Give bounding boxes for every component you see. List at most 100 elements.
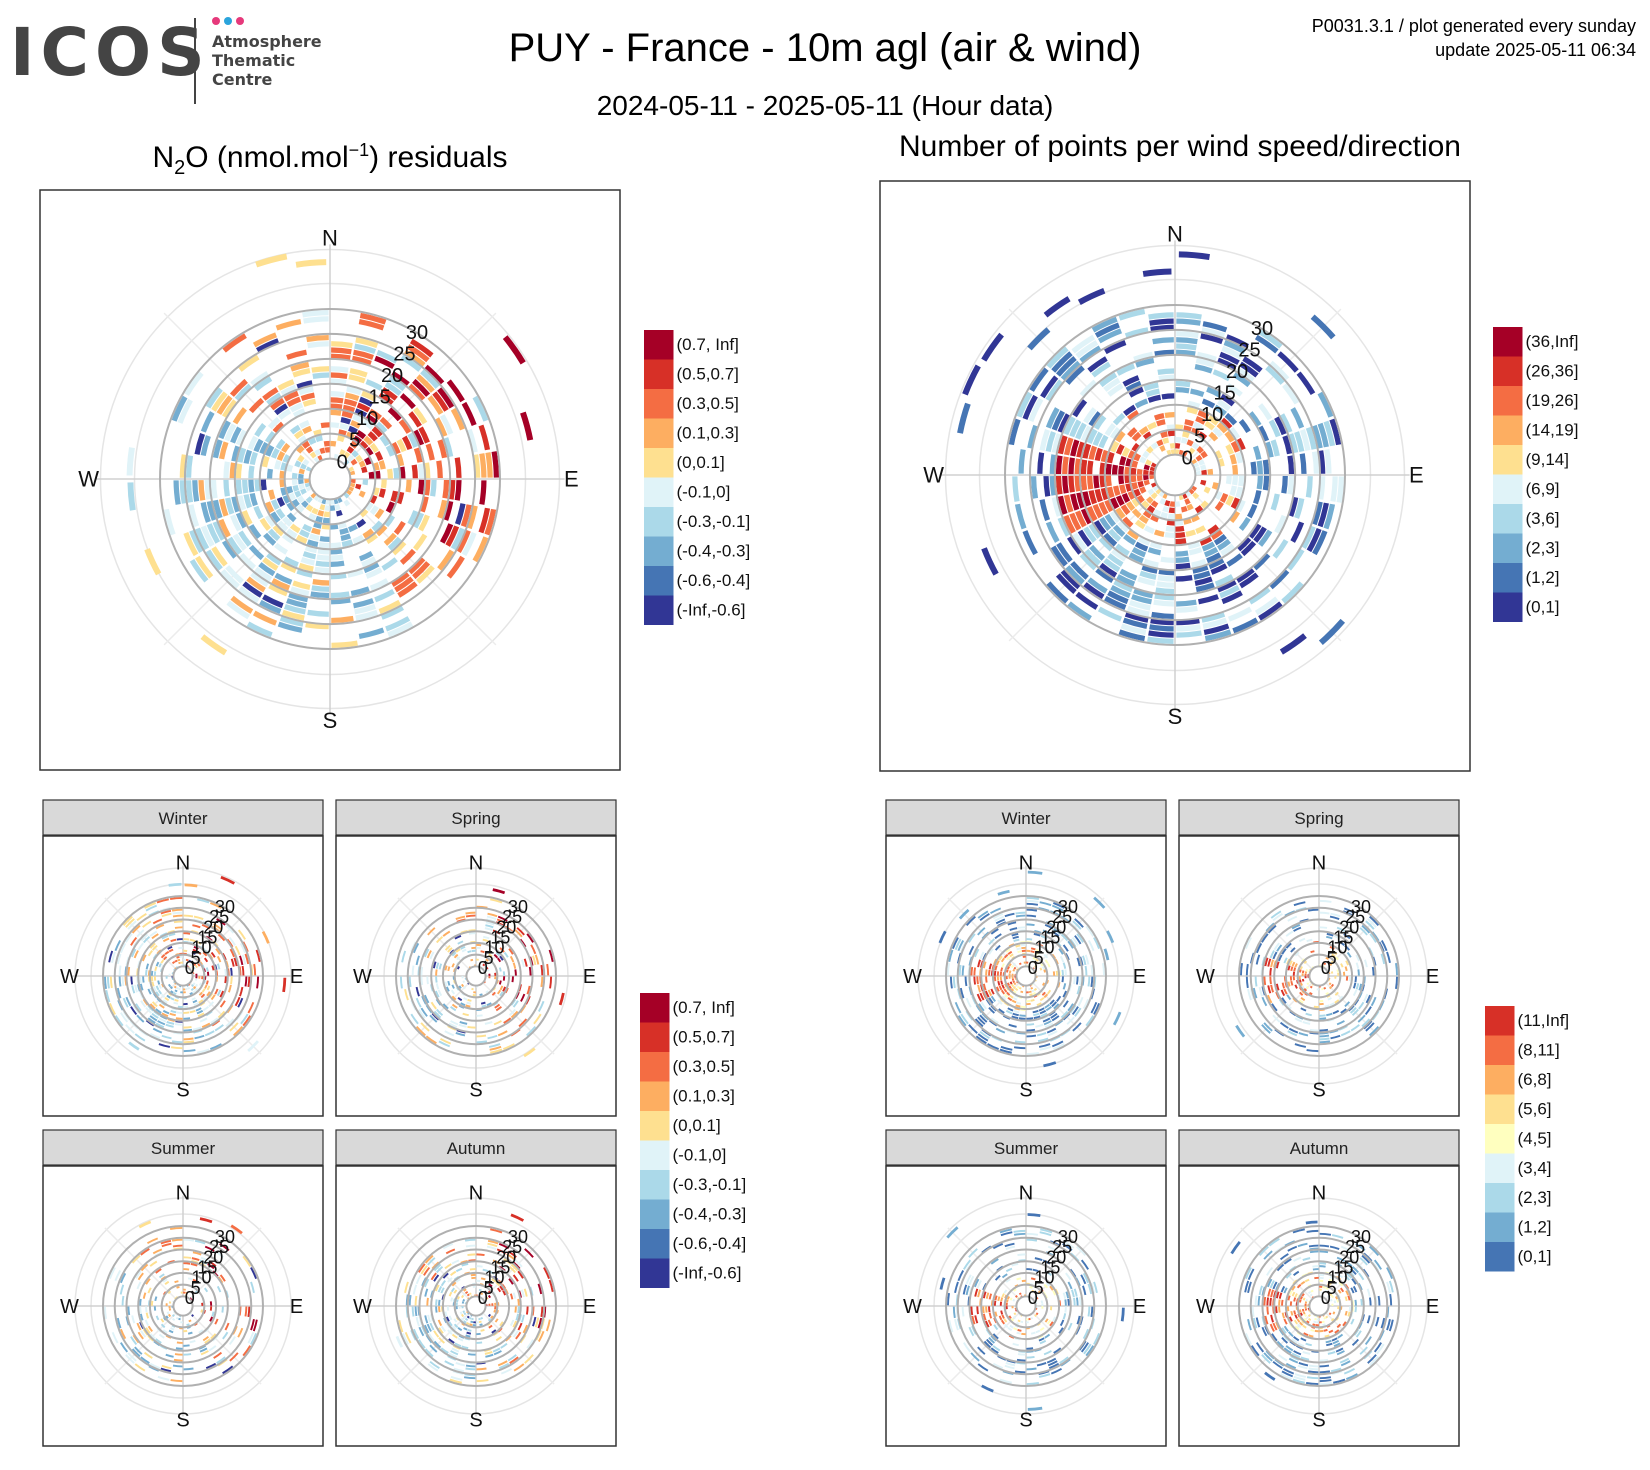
radial-tick-label: 5 <box>191 1278 201 1298</box>
wind-cell <box>147 1017 156 1024</box>
wind-cell <box>192 990 196 994</box>
speed-ring <box>125 1248 241 1364</box>
wind-cell <box>1079 379 1097 397</box>
wind-cell <box>145 904 158 912</box>
wind-cell <box>192 999 198 1004</box>
wind-cell <box>305 622 329 630</box>
wind-cell <box>1258 601 1283 621</box>
wind-cell <box>192 966 196 970</box>
wind-cell <box>532 955 537 966</box>
compass-label: S <box>176 1410 189 1432</box>
wind-cell <box>1012 968 1016 972</box>
wind-cell <box>250 1332 257 1345</box>
wind-cell <box>200 1256 209 1262</box>
wind-cell <box>255 949 261 962</box>
wind-cell <box>1201 398 1216 409</box>
wind-cell <box>1314 1276 1319 1280</box>
wind-cell <box>204 984 208 989</box>
wind-cell <box>1000 989 1006 995</box>
grid-spoke <box>104 1305 184 1385</box>
wind-cell <box>1034 1257 1043 1262</box>
wind-cell <box>302 310 329 318</box>
wind-cell <box>1333 1378 1346 1384</box>
wind-cell <box>467 998 472 1002</box>
wind-cell <box>207 1263 215 1270</box>
speed-ring <box>137 1260 229 1352</box>
wind-cell <box>461 1313 465 1318</box>
wind-cell <box>1350 1007 1357 1014</box>
wind-cell <box>1306 982 1310 986</box>
wind-cell <box>1333 934 1341 940</box>
wind-cell <box>1051 930 1060 937</box>
wind-cell <box>1015 911 1026 915</box>
wind-cell <box>1000 1045 1013 1051</box>
wind-cell <box>1292 976 1296 981</box>
wind-cell <box>1053 928 1062 935</box>
wind-cell <box>479 480 487 505</box>
wind-cell <box>500 1263 508 1270</box>
wind-cell <box>1294 1325 1300 1331</box>
wind-cell <box>455 1302 458 1306</box>
wind-cell <box>1014 1040 1026 1044</box>
wind-cell <box>350 479 356 484</box>
wind-cell <box>149 1032 161 1040</box>
wind-cell <box>1175 501 1181 507</box>
wind-cell <box>158 1333 165 1339</box>
wind-cell <box>316 554 330 561</box>
wind-cell <box>1319 1273 1325 1277</box>
wind-cell <box>450 1270 457 1276</box>
wind-cell <box>1009 1297 1013 1301</box>
wind-cell <box>246 576 266 593</box>
wind-cell <box>136 929 145 938</box>
wind-cell <box>1287 1245 1298 1252</box>
wind-cell <box>387 407 402 422</box>
radial-tick-label: 30 <box>406 322 428 344</box>
wind-cell <box>281 533 295 545</box>
wind-cell <box>1327 1281 1332 1285</box>
wind-cell <box>391 441 401 455</box>
wind-cell <box>975 1035 987 1045</box>
wind-cell <box>139 976 142 984</box>
wind-cell <box>1198 459 1205 466</box>
wind-cell <box>998 1315 1003 1321</box>
wind-cell <box>994 944 1001 951</box>
wind-cell <box>1287 981 1291 987</box>
wind-cell <box>1327 1294 1331 1298</box>
wind-cell <box>1000 967 1004 972</box>
wind-cell <box>499 1285 504 1291</box>
radial-tick-label: 25 <box>1052 907 1072 927</box>
compass-label: N <box>1312 1182 1326 1204</box>
wind-cell <box>173 920 183 924</box>
wind-cell <box>250 1281 255 1294</box>
wind-cell <box>1075 340 1099 359</box>
wind-cell <box>218 498 229 517</box>
wind-cell <box>1013 1288 1017 1292</box>
wind-cell <box>1354 976 1357 983</box>
wind-cell <box>1006 1295 1010 1300</box>
radial-tick-label: 10 <box>356 408 378 430</box>
wind-cell <box>518 1018 528 1028</box>
wind-cell <box>467 1025 476 1029</box>
radial-tick-label: 25 <box>1345 907 1365 927</box>
wind-cell <box>412 942 420 954</box>
wind-cell <box>183 1002 188 1006</box>
speed-ring <box>430 1260 522 1352</box>
wind-cell <box>311 366 330 373</box>
wind-cell <box>1255 954 1261 965</box>
wind-cell <box>1351 1266 1359 1274</box>
icos-logo-text: ICOS <box>10 14 211 91</box>
wind-cell <box>1007 1007 1014 1012</box>
wind-cell <box>456 529 471 554</box>
wind-cell <box>1257 1295 1261 1306</box>
wind-cell <box>1288 1316 1293 1322</box>
wind-cell <box>455 1362 466 1367</box>
compass-label: S <box>469 1410 482 1432</box>
center-circle <box>465 965 487 987</box>
wind-cell <box>352 414 365 424</box>
wind-cell <box>218 441 229 460</box>
speed-ring <box>441 1271 511 1341</box>
wind-cell <box>1006 982 1010 987</box>
wind-cell <box>378 488 386 498</box>
wind-cell <box>151 1001 158 1008</box>
wind-cell <box>1100 449 1109 463</box>
